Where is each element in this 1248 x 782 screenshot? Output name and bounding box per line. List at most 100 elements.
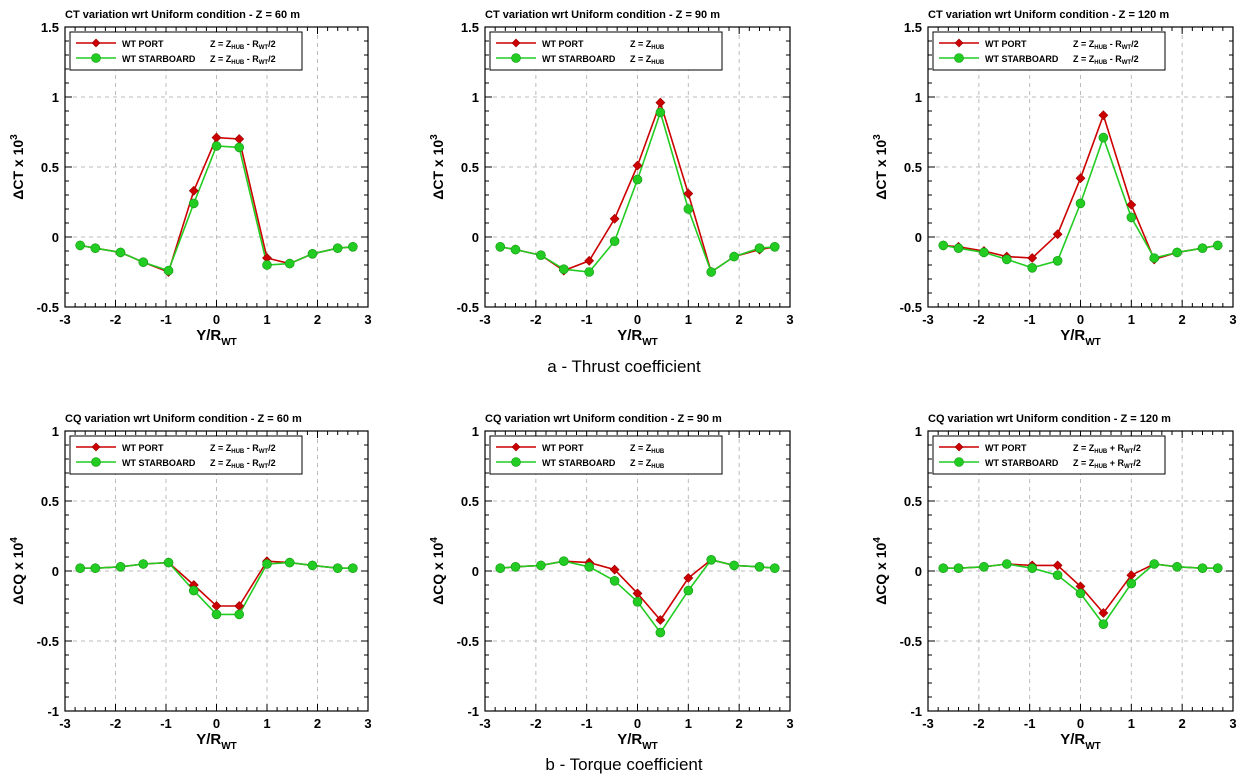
y-tick-label: 1	[472, 424, 479, 439]
chart-title: CT variation wrt Uniform condition - Z =…	[485, 9, 720, 21]
legend-eq-base: Z = Z	[630, 54, 652, 64]
y-tick-label: 1	[52, 90, 59, 105]
data-point-starboard	[1075, 588, 1086, 599]
data-point-starboard	[769, 242, 780, 252]
y-axis-label: ΔCQ x 104	[872, 537, 889, 605]
caption-torque: b - Torque coefficient	[545, 755, 703, 774]
x-tick-label: 3	[786, 716, 793, 731]
legend-label-starboard: WT STARBOARD	[542, 54, 616, 64]
y-tick-label: 1	[915, 90, 922, 105]
data-point-port	[655, 97, 666, 108]
x-tick-label: 1	[685, 716, 692, 731]
legend-eq-tail: - R	[244, 39, 259, 49]
data-point-starboard	[348, 563, 358, 574]
chart-title: CT variation wrt Uniform condition - Z =…	[65, 9, 300, 21]
data-point-starboard	[75, 563, 85, 574]
data-point-starboard	[262, 559, 272, 569]
x-axis-label-base: Y/R	[617, 327, 642, 344]
legend-marker-starboard	[954, 457, 964, 467]
data-point-starboard	[754, 561, 765, 572]
legend-equation-port: Z = ZHUB - RWT/2	[210, 443, 276, 455]
x-tick-label: 2	[314, 716, 321, 731]
y-tick-label: 0.5	[461, 160, 479, 175]
legend-eq-sub2: WT	[1124, 449, 1134, 455]
chart-title: CQ variation wrt Uniform condition - Z =…	[65, 413, 302, 425]
legend-eq-tail: - R	[1107, 54, 1122, 64]
data-point-starboard	[1212, 563, 1223, 574]
y-axis-label-base: ΔCT x 10	[430, 140, 446, 200]
data-point-starboard	[495, 242, 506, 252]
data-point-starboard	[163, 265, 174, 276]
legend-box	[69, 31, 303, 71]
legend-label-starboard: WT STARBOARD	[985, 458, 1059, 468]
legend-marker-port	[511, 442, 521, 452]
data-point-port	[609, 564, 620, 575]
data-point-starboard	[609, 236, 620, 246]
x-tick-label: -3	[922, 716, 934, 731]
legend-box	[489, 435, 723, 475]
data-point-starboard	[211, 609, 222, 620]
x-axis-label-sub: WT	[221, 741, 237, 752]
legend-eq-sub: HUB	[231, 45, 245, 51]
data-point-starboard	[510, 561, 521, 572]
data-point-port	[1052, 229, 1063, 240]
legend-eq-base: Z = Z	[1073, 458, 1095, 468]
x-axis-label: Y/RWT	[196, 327, 237, 348]
legend-label-port: WT PORT	[122, 39, 164, 49]
chart-title: CT variation wrt Uniform condition - Z =…	[928, 9, 1169, 21]
data-point-starboard	[953, 563, 964, 574]
y-tick-label: 0	[915, 564, 922, 579]
y-axis-label-base: ΔCQ x 10	[10, 542, 26, 604]
data-point-starboard	[332, 243, 343, 253]
legend-box	[69, 435, 303, 475]
x-tick-label: -2	[973, 716, 985, 731]
x-tick-label: -1	[581, 312, 593, 327]
data-point-starboard	[938, 563, 949, 574]
data-point-starboard	[953, 243, 964, 253]
data-point-port	[1098, 608, 1109, 618]
legend-box	[932, 31, 1166, 71]
legend-eq-base: Z = Z	[630, 458, 652, 468]
data-point-starboard	[632, 174, 643, 185]
legend-eq-end: /2	[1131, 39, 1139, 49]
chart-panel-6: CQ variation wrt Uniform condition - Z =…	[872, 413, 1237, 752]
y-axis-label-exp: 3	[872, 134, 883, 140]
legend-eq-end: /2	[1133, 443, 1141, 453]
legend-marker-port	[954, 442, 964, 452]
legend-equation-port: Z = ZHUB - RWT/2	[1073, 39, 1139, 51]
data-point-starboard	[1075, 198, 1086, 209]
y-tick-label: 1	[915, 424, 922, 439]
data-point-starboard	[609, 575, 620, 586]
legend-eq-base: Z = Z	[210, 443, 232, 453]
data-point-starboard	[1126, 578, 1137, 589]
x-axis-label-base: Y/R	[196, 731, 221, 748]
data-point-port	[632, 160, 643, 171]
legend-eq-tail: - R	[244, 443, 259, 453]
legend-label-starboard: WT STARBOARD	[542, 458, 616, 468]
legend-eq-tail: - R	[244, 458, 259, 468]
legend-label-starboard: WT STARBOARD	[122, 458, 196, 468]
legend-marker-starboard	[91, 53, 101, 63]
data-point-starboard	[1052, 570, 1063, 581]
y-tick-label: -0.5	[457, 300, 479, 315]
y-tick-label: 0.5	[904, 494, 922, 509]
data-point-starboard	[234, 609, 245, 620]
series-line-starboard	[500, 109, 775, 274]
y-tick-label: -0.5	[37, 300, 59, 315]
legend-eq-sub2: WT	[1122, 60, 1132, 66]
data-point-starboard	[979, 561, 989, 572]
x-tick-label: 2	[736, 312, 743, 327]
legend-eq-base: Z = Z	[210, 458, 232, 468]
legend-marker-port	[91, 442, 101, 452]
y-tick-label: 1.5	[461, 20, 479, 35]
y-axis-label: ΔCT x 103	[9, 134, 26, 200]
x-axis-label-base: Y/R	[1060, 731, 1085, 748]
data-point-starboard	[1126, 212, 1137, 223]
y-axis-label-base: ΔCQ x 10	[873, 542, 889, 604]
legend-eq-sub: HUB	[1094, 60, 1108, 66]
legend-equation-port: Z = ZHUB	[630, 443, 665, 455]
legend-label-port: WT PORT	[122, 443, 164, 453]
y-axis-label-exp: 4	[9, 537, 20, 543]
data-point-port	[683, 188, 694, 199]
